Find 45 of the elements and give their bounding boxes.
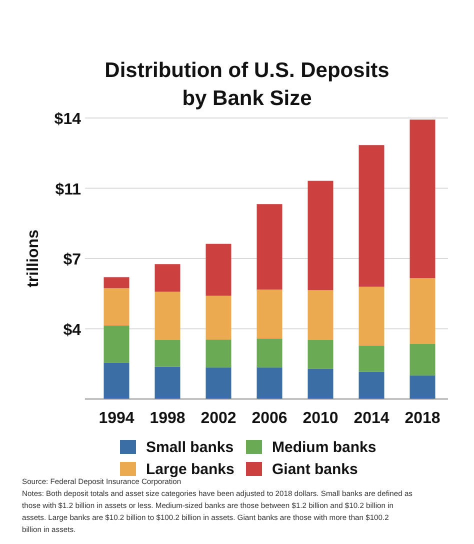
bar [308,368,334,399]
bar [410,278,436,344]
bar [358,346,384,372]
y-tick-label: $4 [63,322,82,339]
bar [104,326,130,363]
y-tick-label: $14 [54,111,82,128]
bar [206,244,232,296]
bar [358,372,384,399]
legend-label: Large banks [146,461,234,478]
bar [256,338,282,368]
y-tick-label: $11 [55,181,82,198]
legend-label: Medium banks [272,439,376,456]
bar [308,340,334,369]
legend-label: Small banks [146,439,234,456]
x-tick-label: 2002 [200,410,236,427]
x-tick-label: 1998 [150,410,186,427]
x-tick-label: 2006 [252,410,288,427]
chart-title: Distribution of U.S. Deposits by Bank Size [104,59,390,110]
bar [256,367,282,399]
y-axis-title: trillions [25,230,42,288]
x-tick-label: 1994 [98,410,134,427]
bar [206,340,232,368]
bar [154,366,180,399]
bar [104,277,130,288]
bar [410,120,436,278]
bar [410,344,436,376]
x-tick-label: 2014 [354,410,390,427]
bar [308,290,334,340]
bar [154,340,180,367]
bar [154,292,180,340]
bar [256,290,282,339]
y-tick-label: $7 [63,252,82,268]
legend-label: Giant banks [272,461,358,478]
bar [410,375,436,399]
bar [206,296,232,340]
bar [308,180,334,290]
bar [154,264,180,292]
bar [104,288,130,326]
x-tick-label: 2010 [302,410,338,427]
bar [256,204,282,290]
bar [206,367,232,399]
bar [104,362,130,399]
bar [358,286,384,346]
bar [358,145,384,287]
x-tick-label: 2018 [404,410,440,427]
